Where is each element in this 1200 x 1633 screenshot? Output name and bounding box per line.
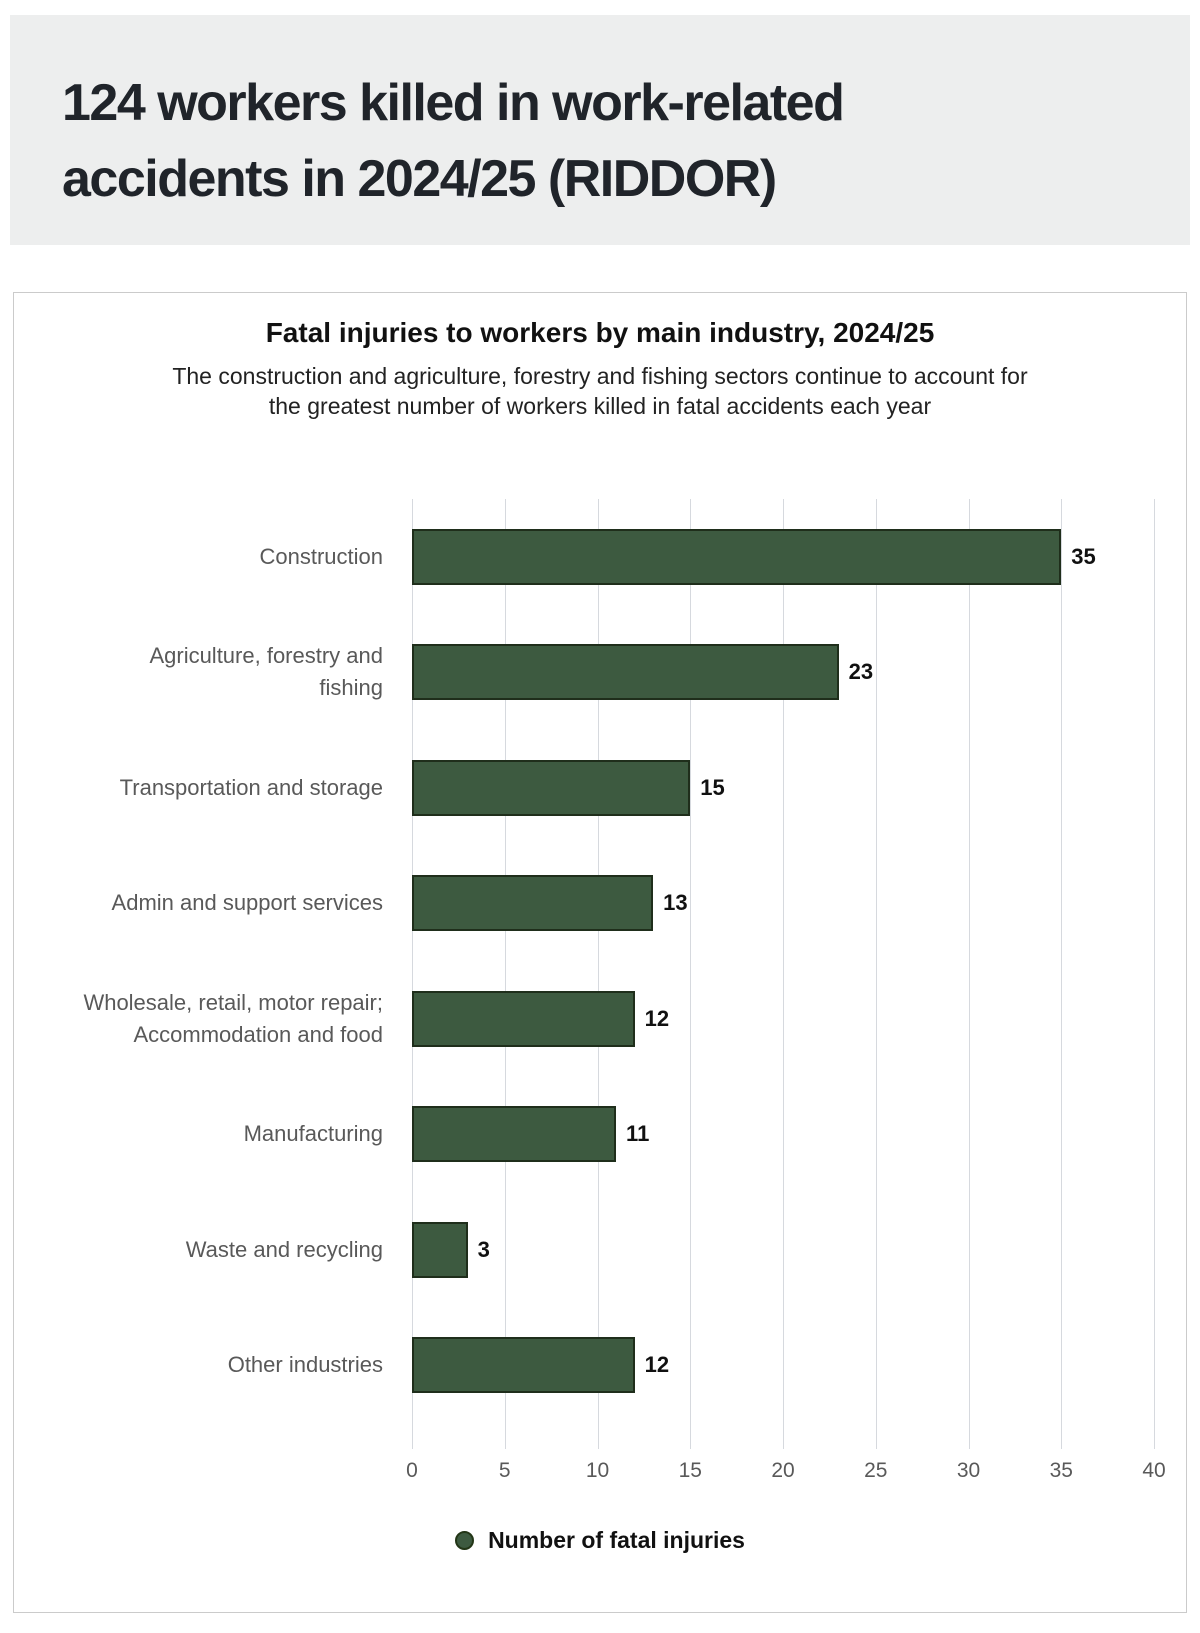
bar bbox=[412, 1221, 468, 1278]
tick-mark bbox=[783, 1423, 784, 1449]
chart-title: Fatal injuries to workers by main indust… bbox=[265, 317, 935, 348]
value-label: 12 bbox=[644, 1352, 670, 1378]
tick-label: 20 bbox=[771, 1459, 795, 1482]
category-label: Wholesale, retail, motor repair; Accommo… bbox=[83, 989, 383, 1047]
plot-column: 35 23 15 13 12 11 3 12 0 5 10 15 20 25 30 35 40 bbox=[406, 499, 1166, 1489]
category-label-row: Other industries bbox=[14, 1308, 383, 1424]
bar-row: 12 bbox=[412, 1308, 1154, 1424]
category-label: Admin and support services bbox=[111, 890, 383, 916]
gridline bbox=[968, 499, 970, 1423]
bar-row: 15 bbox=[412, 730, 1154, 846]
category-label-row: Waste and recycling bbox=[14, 1192, 383, 1308]
category-label-row: Wholesale, retail, motor repair; Accommo… bbox=[14, 961, 383, 1077]
page-title-line-2: accidents in 2024/25 (RIDDOR) bbox=[62, 150, 777, 208]
tick-mark bbox=[968, 1423, 970, 1449]
category-label-row: Manufacturing bbox=[14, 1077, 383, 1193]
tick-mark bbox=[1154, 1423, 1155, 1449]
bar-row: 13 bbox=[412, 846, 1154, 962]
tick-label: 35 bbox=[1049, 1459, 1073, 1482]
x-axis-tick-labels: 0 5 10 15 20 25 30 35 40 bbox=[406, 1459, 1166, 1489]
legend-label: Number of fatal injuries bbox=[488, 1527, 745, 1553]
gridline bbox=[1154, 499, 1155, 1423]
tick-mark bbox=[1061, 1423, 1063, 1449]
category-label-row: Transportation and storage bbox=[14, 730, 383, 846]
chart-card: Fatal injuries to workers by main indust… bbox=[13, 292, 1187, 1613]
category-label: Waste and recycling bbox=[185, 1236, 383, 1262]
page-header: 124 workers killed in work-related accid… bbox=[10, 15, 1190, 245]
category-label: Manufacturing bbox=[243, 1121, 383, 1147]
tick-label: 40 bbox=[1142, 1459, 1166, 1482]
tick-label: 30 bbox=[956, 1459, 981, 1482]
page-title-line-1: 124 workers killed in work-related bbox=[62, 74, 845, 132]
bar bbox=[412, 644, 839, 701]
gridline bbox=[412, 499, 413, 1423]
bar bbox=[412, 1106, 617, 1163]
category-label: Construction bbox=[259, 543, 383, 569]
chart-subtitle: The construction and agriculture, forest… bbox=[14, 361, 1186, 421]
legend-marker-icon bbox=[455, 1531, 475, 1550]
page-title: 124 workers killed in work-related accid… bbox=[62, 65, 1150, 217]
value-label: 11 bbox=[626, 1121, 650, 1147]
category-label-row: Agriculture, forestry and fishing bbox=[14, 615, 383, 731]
bar-rows: 35 23 15 13 12 11 3 12 bbox=[412, 499, 1154, 1423]
bar-row: 35 bbox=[412, 499, 1154, 615]
gridline bbox=[783, 499, 784, 1423]
gridline bbox=[690, 499, 692, 1423]
category-label-row: Admin and support services bbox=[14, 846, 383, 962]
value-label: 35 bbox=[1071, 543, 1096, 569]
tick-mark bbox=[504, 1423, 506, 1449]
category-label: Agriculture, forestry and fishing bbox=[149, 643, 383, 701]
category-label-row: Construction bbox=[14, 499, 383, 615]
gridline bbox=[597, 499, 599, 1423]
tick-label: 25 bbox=[864, 1459, 888, 1482]
chart-subtitle-line-2: the greatest number of workers killed in… bbox=[268, 393, 932, 419]
tick-label: 0 bbox=[406, 1459, 418, 1482]
tick-mark bbox=[690, 1423, 692, 1449]
x-axis-ticks bbox=[412, 1423, 1155, 1449]
gridline bbox=[1061, 499, 1063, 1423]
category-label: Transportation and storage bbox=[119, 774, 383, 800]
gridline bbox=[504, 499, 506, 1423]
bar bbox=[412, 875, 654, 932]
value-label: 12 bbox=[644, 1005, 670, 1031]
tick-label: 10 bbox=[585, 1459, 610, 1482]
bar bbox=[412, 990, 635, 1047]
bar-chart: Construction Agriculture, forestry and fi… bbox=[14, 499, 1186, 1489]
bar bbox=[412, 759, 691, 816]
value-label: 3 bbox=[477, 1236, 490, 1262]
chart-subtitle-line-1: The construction and agriculture, forest… bbox=[172, 363, 1028, 389]
tick-label: 15 bbox=[678, 1459, 702, 1482]
plot-area: 35 23 15 13 12 11 3 12 bbox=[412, 499, 1155, 1423]
gridlines bbox=[412, 499, 1155, 1423]
bar bbox=[412, 1337, 635, 1394]
gridline bbox=[875, 499, 877, 1423]
tick-mark bbox=[875, 1423, 877, 1449]
bar-row: 12 bbox=[412, 961, 1154, 1077]
bar-row: 11 bbox=[412, 1077, 1154, 1193]
category-labels: Construction Agriculture, forestry and fi… bbox=[14, 499, 412, 1423]
bar bbox=[412, 528, 1062, 585]
bar-row: 3 bbox=[412, 1192, 1154, 1308]
tick-mark bbox=[412, 1423, 413, 1449]
tick-label: 5 bbox=[498, 1459, 511, 1482]
bar-row: 23 bbox=[412, 615, 1154, 731]
value-label: 15 bbox=[700, 774, 725, 800]
category-label: Other industries bbox=[227, 1352, 383, 1378]
legend: Number of fatal injuries bbox=[14, 1527, 1186, 1554]
tick-mark bbox=[597, 1423, 599, 1449]
value-label: 23 bbox=[848, 659, 874, 685]
value-label: 13 bbox=[663, 890, 688, 916]
